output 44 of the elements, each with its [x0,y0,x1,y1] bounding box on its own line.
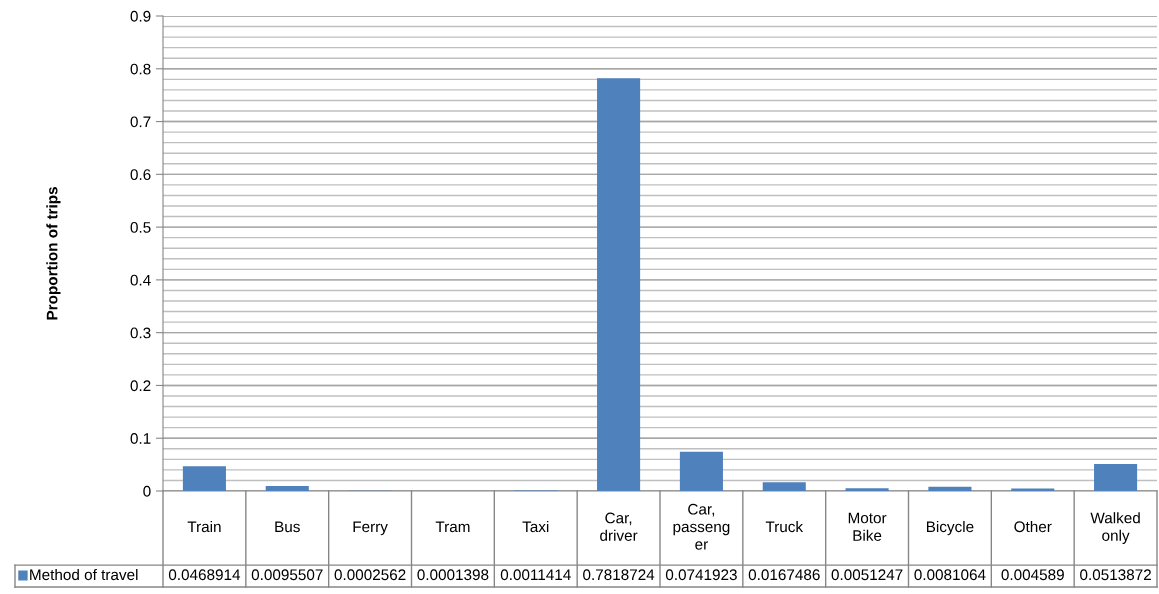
y-tick-label: 0.7 [130,116,151,128]
data-label: 0.0081064 [914,569,986,581]
y-tick-label: 0.1 [130,433,151,444]
data-label: 0.0741923 [665,569,737,581]
data-label: 0.0167486 [748,569,820,581]
bar [265,485,309,491]
data-label: 0.0513872 [1080,569,1151,581]
y-axis-title: Proportion of trips [46,187,61,320]
data-label: 0.0051247 [831,569,903,581]
bar [1094,463,1138,491]
y-tick-label: 0.8 [130,63,151,75]
y-tick-label: 0.6 [130,169,151,181]
data-label: 0.004589 [1001,569,1064,581]
x-tick-label: Train [187,520,221,533]
data-label: 0.0001398 [417,569,489,581]
y-tick-label: 0.4 [130,274,151,286]
x-tick-label: Motor Bike [848,512,887,541]
bar [762,482,806,491]
bar [928,486,972,491]
bar [679,451,723,491]
x-tick-label: Truck [765,520,804,533]
x-tick-label: Taxi [522,520,549,533]
x-tick-label: Walked only [1090,512,1140,544]
data-label: 0.0095507 [251,569,323,581]
x-tick-label: Bus [275,521,300,533]
legend-label: Method of travel [30,568,138,581]
y-tick-label: 0 [143,485,151,497]
data-label: 0.7818724 [583,569,655,581]
x-tick-label: Car, passenger [673,503,730,550]
y-tick-label: 0.5 [130,221,151,233]
x-tick-label: Ferry [353,521,388,536]
data-label: 0.0011414 [500,569,571,581]
x-tick-label: Other [1014,520,1052,533]
bar [182,466,226,491]
x-tick-label: Car, driver [600,512,638,541]
x-tick-label: Bicycle [926,520,974,536]
y-tick-label: 0.9 [130,10,151,22]
bar [845,488,889,491]
bar [597,78,641,491]
data-label: 0.0468914 [168,569,241,581]
y-tick-label: 0.2 [130,380,151,392]
y-tick-label: 0.3 [130,327,151,339]
data-label: 0.0002562 [334,569,406,581]
x-tick-label: Tram [435,521,470,533]
